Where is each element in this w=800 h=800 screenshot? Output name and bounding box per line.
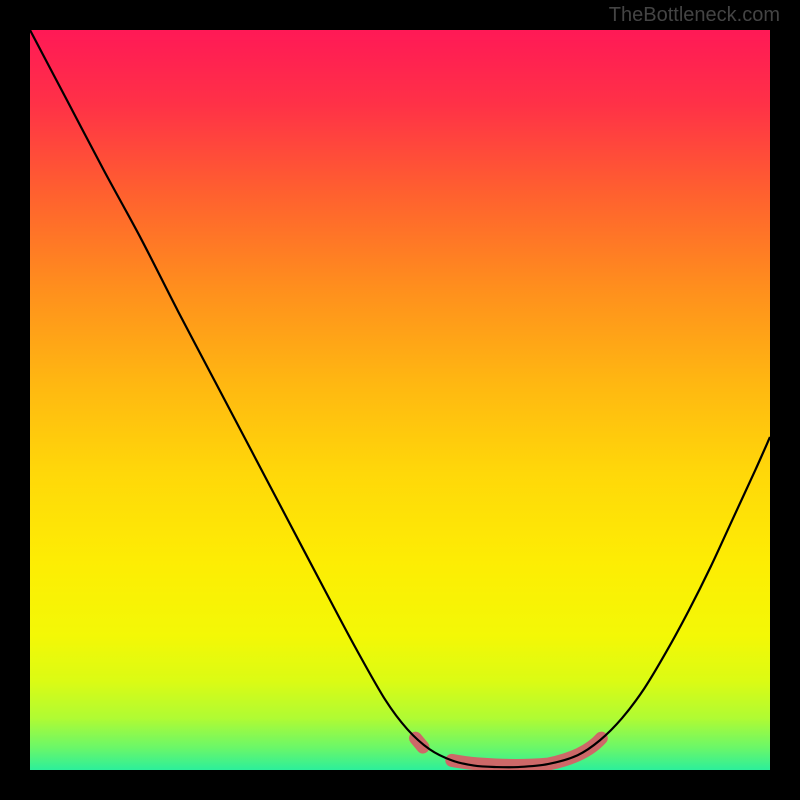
highlight-segment bbox=[416, 738, 602, 765]
watermark-text: TheBottleneck.com bbox=[609, 4, 780, 27]
bottleneck-curve bbox=[30, 30, 770, 767]
plot-area bbox=[30, 30, 770, 770]
chart-curve-layer bbox=[30, 30, 770, 770]
